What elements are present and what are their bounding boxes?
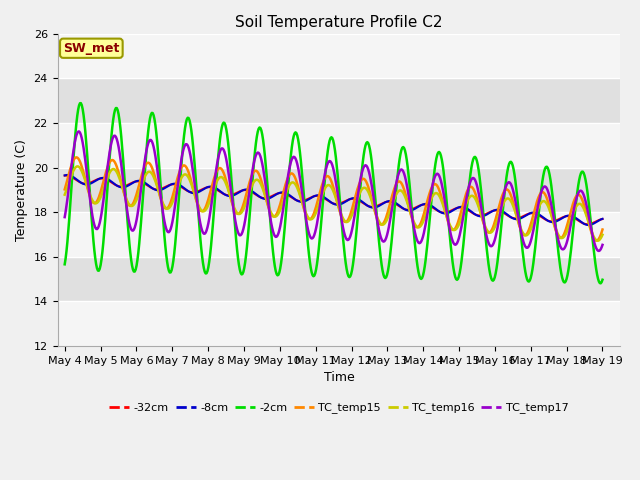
-32cm [200,186,208,192]
Line: TC_temp16: TC_temp16 [65,167,602,240]
-8cm [61,172,68,178]
-2cm [379,267,387,273]
-2cm [597,280,605,286]
TC_temp16 [379,222,387,228]
TC_temp15 [61,187,68,192]
TC_temp17 [467,179,474,184]
-8cm [421,201,429,207]
TC_temp16 [467,193,474,199]
Y-axis label: Temperature (C): Temperature (C) [15,139,28,241]
Bar [58,123,620,168]
TC_temp15 [467,184,474,190]
-32cm [61,173,69,179]
-2cm [305,251,313,257]
Legend: -32cm, -8cm, -2cm, TC_temp15, TC_temp16, TC_temp17: -32cm, -8cm, -2cm, TC_temp15, TC_temp16,… [105,398,573,418]
Bar [58,168,620,212]
Bar [58,301,620,346]
Line: -2cm: -2cm [65,103,602,283]
Line: TC_temp17: TC_temp17 [65,132,602,251]
-32cm [61,173,68,179]
TC_temp16 [61,192,68,198]
-2cm [200,265,208,271]
X-axis label: Time: Time [324,371,355,384]
-32cm [467,209,474,215]
TC_temp15 [200,207,208,213]
-32cm [598,216,606,222]
Line: -32cm: -32cm [65,176,602,224]
-32cm [305,195,313,201]
TC_temp16 [305,216,313,221]
TC_temp17 [61,214,68,220]
TC_temp15 [598,227,606,232]
-8cm [63,172,71,178]
TC_temp15 [72,155,80,160]
Bar [58,257,620,301]
-2cm [77,100,84,106]
TC_temp15 [593,238,600,243]
TC_temp16 [598,232,606,238]
-8cm [157,187,164,193]
TC_temp17 [76,129,83,134]
TC_temp15 [305,216,313,222]
-8cm [200,186,208,192]
TC_temp17 [379,238,387,244]
TC_temp16 [421,215,429,220]
-2cm [598,277,606,283]
TC_temp16 [74,164,81,169]
Text: SW_met: SW_met [63,42,120,55]
TC_temp17 [421,226,429,232]
Bar [58,212,620,257]
-8cm [467,208,474,214]
TC_temp17 [157,194,164,200]
TC_temp15 [421,208,429,214]
-2cm [421,264,429,269]
TC_temp15 [157,196,164,202]
-32cm [157,186,164,192]
TC_temp16 [200,208,208,214]
-8cm [379,201,387,207]
-2cm [157,185,164,191]
TC_temp17 [305,230,313,236]
-8cm [305,196,313,202]
-8cm [584,222,592,228]
-32cm [584,221,591,227]
TC_temp17 [598,242,606,248]
-32cm [421,202,429,207]
-2cm [61,262,68,267]
TC_temp15 [379,221,387,227]
Bar [58,79,620,123]
TC_temp16 [157,195,164,201]
Line: TC_temp15: TC_temp15 [65,157,602,240]
-2cm [467,171,474,177]
TC_temp17 [595,248,603,254]
Bar [58,34,620,79]
-8cm [598,216,606,222]
Line: -8cm: -8cm [65,175,602,225]
Title: Soil Temperature Profile C2: Soil Temperature Profile C2 [236,15,443,30]
TC_temp16 [594,238,602,243]
-32cm [379,200,387,206]
TC_temp17 [200,231,208,237]
